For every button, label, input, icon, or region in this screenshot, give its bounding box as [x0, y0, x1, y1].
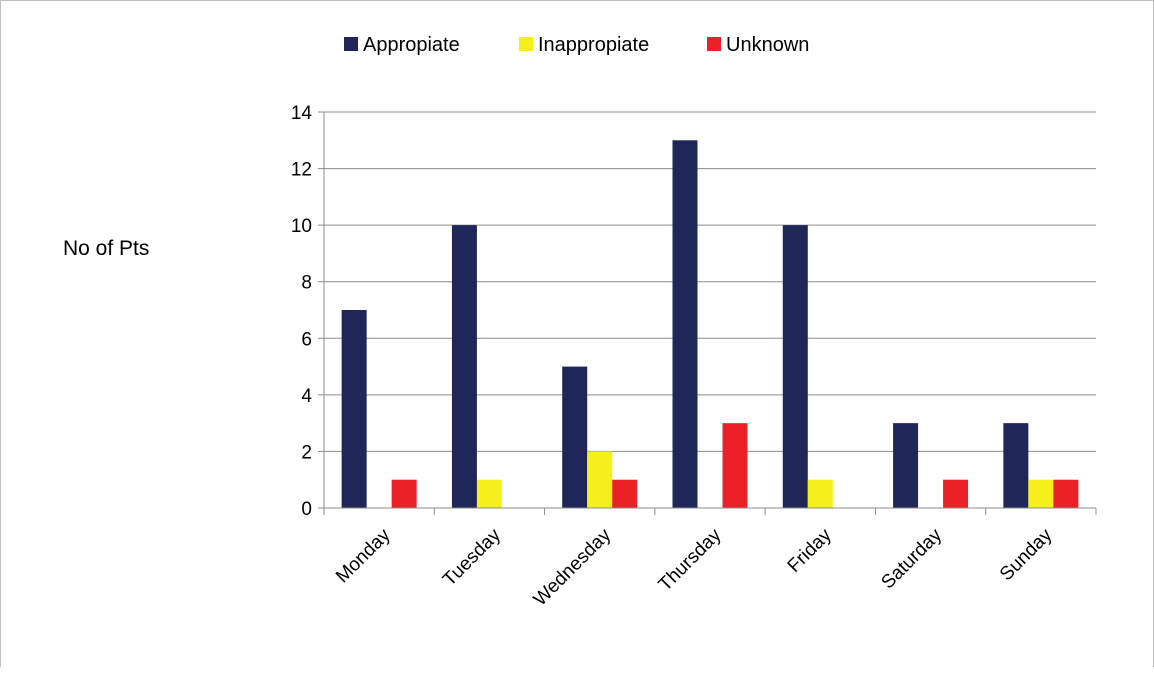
y-tick-label: 4	[301, 386, 312, 407]
bar-appropiate-tuesday	[451, 225, 477, 508]
bar-unknown-thursday	[722, 423, 748, 508]
x-tick-label: Tuesday	[439, 524, 505, 590]
legend-swatch	[344, 37, 358, 51]
x-axis	[323, 112, 1097, 515]
x-tick-label: Monday	[332, 524, 395, 587]
y-tick-label: 12	[291, 160, 312, 181]
y-tick-label: 8	[301, 273, 312, 294]
bar-inappropiate-friday	[807, 479, 833, 508]
bar-appropiate-friday	[782, 225, 808, 508]
bar-inappropiate-sunday	[1028, 479, 1054, 508]
x-tick-label: Wednesday	[530, 524, 616, 610]
bar-appropiate-thursday	[672, 140, 698, 509]
bar-unknown-wednesday	[612, 479, 638, 508]
bar-unknown-saturday	[943, 479, 969, 508]
y-tick-label: 2	[301, 442, 312, 463]
y-axis-ticks: 0 2 4 6 8 10 12 14	[291, 103, 324, 520]
legend-label: Appropiate	[363, 34, 460, 56]
y-tick-label: 0	[301, 499, 312, 520]
bar-appropiate-monday	[341, 310, 367, 508]
x-tick-label: Thursday	[655, 524, 726, 595]
bar-appropiate-sunday	[1003, 423, 1029, 508]
x-tick-label: Saturday	[877, 524, 946, 593]
y-tick-label: 6	[301, 329, 312, 350]
gridlines	[324, 111, 1096, 452]
x-tick-label: Friday	[784, 524, 837, 577]
bar-inappropiate-wednesday	[587, 451, 613, 508]
bar-appropiate-saturday	[893, 423, 919, 508]
legend-label: Inappropiate	[538, 34, 649, 56]
y-axis-label: No of Pts	[63, 237, 149, 260]
y-tick-label: 10	[291, 216, 312, 237]
legend: Appropiate Inappropiate Unknown	[344, 34, 809, 56]
bar-appropiate-wednesday	[562, 366, 588, 508]
bar-unknown-monday	[391, 479, 417, 508]
bars	[341, 140, 1079, 509]
x-axis-labels: Monday Tuesday Wednesday Thursday Friday Satu…	[332, 524, 1057, 610]
bar-unknown-sunday	[1053, 479, 1079, 508]
legend-swatch	[707, 37, 721, 51]
x-tick-label: Sunday	[996, 524, 1057, 585]
legend-label: Unknown	[726, 34, 809, 56]
legend-swatch	[519, 37, 533, 51]
bar-inappropiate-tuesday	[476, 479, 502, 508]
y-tick-label: 14	[291, 103, 313, 124]
